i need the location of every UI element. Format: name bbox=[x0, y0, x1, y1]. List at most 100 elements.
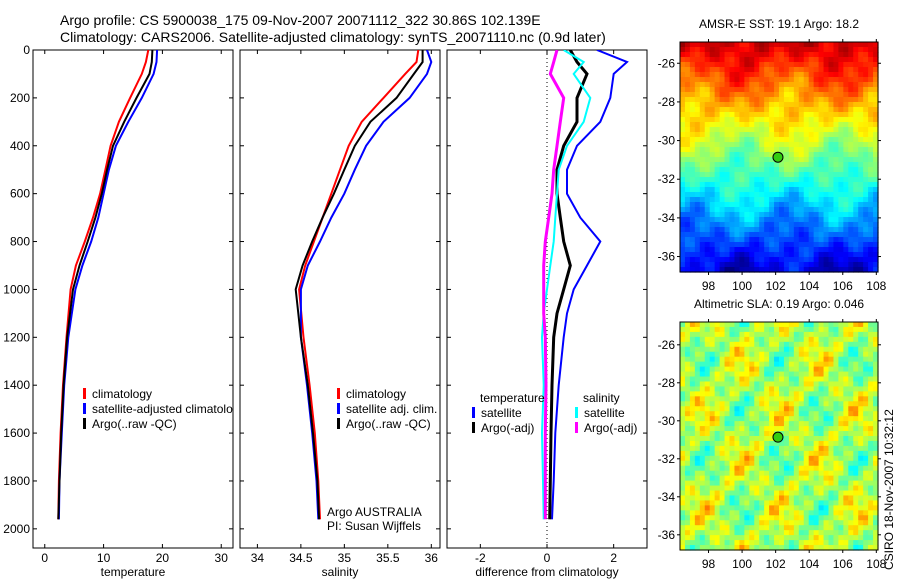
map-cell bbox=[689, 227, 696, 233]
map-cell bbox=[793, 520, 800, 526]
map-cell bbox=[848, 396, 854, 402]
map-cell bbox=[684, 460, 691, 467]
map-cell bbox=[873, 485, 879, 492]
map-cell bbox=[704, 52, 711, 58]
map-cell bbox=[808, 72, 815, 78]
map-cell bbox=[699, 440, 706, 447]
map-cell bbox=[774, 262, 780, 268]
map-cell bbox=[788, 157, 795, 163]
map-cell bbox=[803, 480, 810, 487]
map-cell bbox=[689, 326, 696, 333]
map-cell bbox=[689, 485, 696, 492]
map-cell bbox=[744, 62, 750, 68]
map-cell bbox=[724, 227, 731, 233]
map-cell bbox=[863, 450, 869, 457]
map-cell bbox=[754, 127, 760, 133]
map-cell bbox=[848, 411, 854, 417]
map-cell bbox=[734, 227, 740, 233]
map-cell bbox=[798, 252, 805, 258]
map-cell bbox=[783, 416, 790, 422]
map-cell bbox=[749, 465, 755, 472]
map-cell bbox=[853, 495, 859, 502]
map-cell bbox=[808, 142, 815, 148]
map-cell bbox=[873, 520, 879, 526]
map-cell bbox=[813, 480, 820, 487]
map-cell bbox=[818, 540, 825, 546]
map-cell bbox=[873, 510, 879, 516]
map-cell bbox=[759, 132, 765, 138]
map-cell bbox=[680, 510, 686, 516]
map-cell bbox=[759, 505, 765, 511]
map-cell bbox=[823, 520, 830, 526]
map-cell bbox=[764, 82, 770, 88]
map-cell bbox=[684, 465, 691, 472]
map-cell bbox=[774, 331, 780, 338]
map-cell bbox=[744, 242, 750, 248]
map-cell bbox=[803, 421, 810, 427]
map-cell bbox=[788, 257, 795, 263]
map-cell bbox=[699, 351, 706, 358]
map-cell bbox=[793, 172, 800, 178]
map-cell bbox=[714, 376, 721, 383]
map-cell bbox=[709, 515, 716, 521]
map-cell bbox=[838, 386, 844, 392]
annotation: Argo AUSTRALIA bbox=[327, 505, 422, 519]
map-cell bbox=[818, 396, 825, 402]
map-cell bbox=[779, 465, 785, 472]
map-cell bbox=[843, 257, 849, 263]
map-cell bbox=[843, 212, 849, 218]
map-cell bbox=[843, 217, 849, 223]
map-cell bbox=[734, 535, 740, 541]
map-cell bbox=[798, 322, 805, 328]
map-cell bbox=[734, 112, 740, 118]
map-cell bbox=[739, 267, 745, 273]
map-cell bbox=[848, 232, 854, 238]
map-cell bbox=[774, 475, 780, 482]
map-cell bbox=[709, 92, 716, 98]
map-cell bbox=[769, 207, 775, 213]
map-cell bbox=[798, 470, 805, 477]
map-cell bbox=[813, 322, 820, 328]
map-cell bbox=[704, 386, 711, 392]
map-cell bbox=[684, 52, 691, 58]
map-cell bbox=[699, 167, 706, 173]
map-cell bbox=[759, 371, 765, 378]
map-cell bbox=[838, 490, 844, 497]
map-cell bbox=[769, 172, 775, 178]
map-cell bbox=[853, 247, 859, 253]
map-cell bbox=[704, 107, 711, 113]
map-cell bbox=[699, 500, 706, 506]
map-cell bbox=[724, 530, 731, 536]
map-cell bbox=[719, 257, 726, 263]
map-cell bbox=[689, 450, 696, 457]
map-cell bbox=[833, 450, 839, 457]
map-cell bbox=[729, 440, 736, 447]
map-cell bbox=[858, 192, 864, 198]
map-cell bbox=[863, 500, 869, 506]
map-cell bbox=[714, 227, 721, 233]
map-cell bbox=[759, 142, 765, 148]
map-cell bbox=[764, 366, 770, 373]
map-cell bbox=[833, 336, 839, 343]
map-cell bbox=[848, 152, 854, 158]
y-tick-label: -26 bbox=[658, 56, 676, 70]
x-tick-label: 106 bbox=[833, 279, 853, 293]
map-cell bbox=[798, 47, 805, 53]
map-cell bbox=[823, 371, 830, 378]
map-cell bbox=[699, 336, 706, 343]
map-cell bbox=[680, 436, 686, 442]
map-cell bbox=[694, 152, 701, 158]
map-cell bbox=[680, 431, 686, 437]
map-cell bbox=[724, 545, 731, 551]
map-cell bbox=[828, 411, 835, 417]
map-cell bbox=[739, 242, 745, 248]
map-cell bbox=[783, 157, 790, 163]
map-cell bbox=[808, 465, 815, 472]
map-cell bbox=[838, 346, 844, 353]
map-cell bbox=[764, 122, 770, 128]
map-cell bbox=[868, 167, 874, 173]
map-cell bbox=[729, 495, 736, 502]
map-cell bbox=[719, 440, 726, 447]
map-cell bbox=[709, 540, 716, 546]
map-cell bbox=[734, 152, 740, 158]
